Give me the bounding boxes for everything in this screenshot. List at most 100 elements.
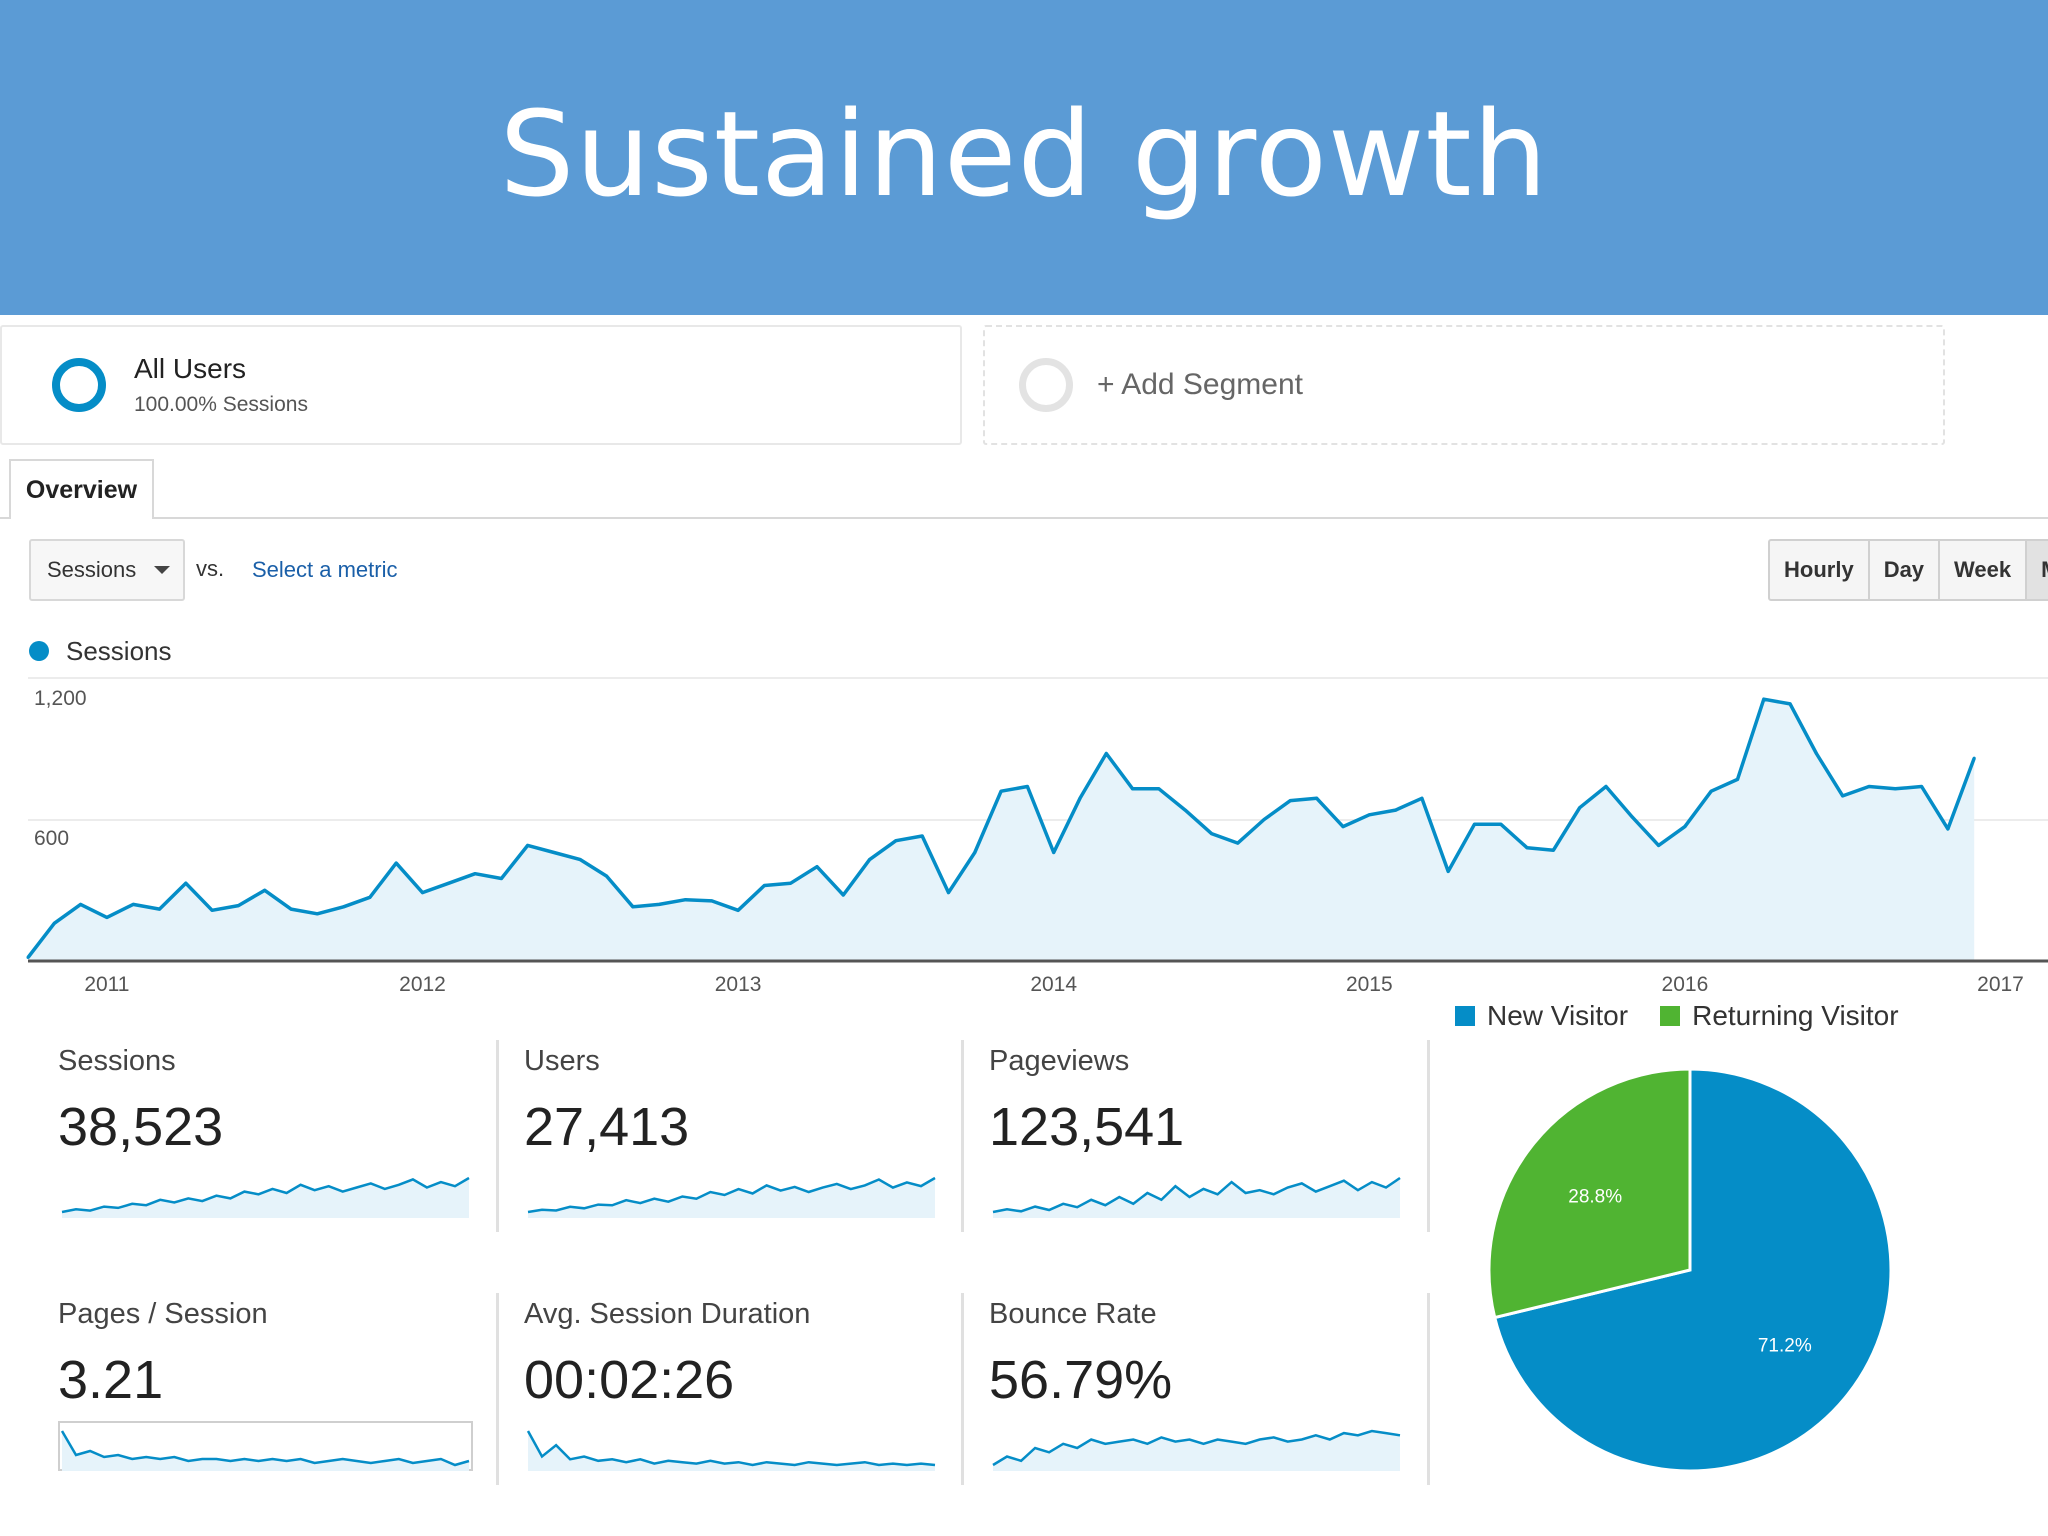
sessions-point xyxy=(1657,843,1661,847)
kpi-label: Bounce Rate xyxy=(989,1298,1157,1330)
sessions-point xyxy=(105,915,109,919)
sessions-point xyxy=(1867,784,1871,788)
slide-title: Sustained growth xyxy=(499,84,1549,223)
x-tick-label: 2013 xyxy=(715,973,762,996)
kpi-divider xyxy=(496,1040,499,1232)
sessions-point xyxy=(1604,784,1608,788)
empty-segment-ring-icon xyxy=(1019,358,1073,412)
kpi-divider xyxy=(961,1293,964,1485)
sessions-point xyxy=(1709,789,1713,793)
sparkline-area xyxy=(62,1431,469,1471)
sessions-area xyxy=(28,699,1975,961)
week-button[interactable]: Week xyxy=(1940,539,2028,601)
sessions-point xyxy=(1762,697,1766,701)
sessions-point xyxy=(1341,825,1345,829)
x-tick-label: 2012 xyxy=(399,973,446,996)
tab-bar-line xyxy=(0,517,2048,519)
sessions-point xyxy=(894,839,898,843)
segment-ring-icon xyxy=(52,358,106,412)
sessions-point xyxy=(841,893,845,897)
sessions-over-time-chart: 1,200 600 2011 2012 2013 2014 2015 2016 2017 xyxy=(26,677,2048,996)
kpi-value: 00:02:26 xyxy=(524,1350,735,1410)
sessions-legend-label: Sessions xyxy=(66,636,172,666)
sessions-point xyxy=(236,904,240,908)
sessions-point xyxy=(684,898,687,902)
sessions-point xyxy=(447,881,451,885)
kpi-divider xyxy=(496,1293,499,1485)
kpi-divider xyxy=(1427,1040,1430,1232)
segment-subtitle: 100.00% Sessions xyxy=(134,393,308,416)
kpi-sessions[interactable]: Sessions 38,523 xyxy=(58,1045,498,1218)
sparkline-area xyxy=(993,1431,1400,1471)
sessions-point xyxy=(1288,799,1292,803)
sessions-point xyxy=(1814,751,1818,755)
hourly-button[interactable]: Hourly xyxy=(1768,539,1870,601)
sessions-point xyxy=(263,888,267,892)
sessions-point xyxy=(473,872,477,876)
visitor-type-pie-chart: 71.2% 28.8% xyxy=(1487,1067,1893,1473)
sessions-point xyxy=(499,876,503,880)
add-segment-button[interactable]: + Add Segment xyxy=(983,325,1945,445)
sessions-point xyxy=(552,851,556,855)
x-tick-label: 2017 xyxy=(1977,973,2024,996)
segment-all-users[interactable]: All Users 100.00% Sessions xyxy=(0,325,962,445)
sessions-point xyxy=(1525,846,1529,850)
sessions-point xyxy=(1683,825,1687,829)
sessions-point xyxy=(158,907,161,911)
kpi-pageviews[interactable]: Pageviews 123,541 xyxy=(989,1045,1429,1218)
y-tick-label: 600 xyxy=(34,827,69,850)
kpi-label: Pageviews xyxy=(989,1045,1130,1077)
sessions-point xyxy=(1236,841,1240,845)
kpi-value: 38,523 xyxy=(58,1097,224,1157)
kpi-pages-per-session[interactable]: Pages / Session 3.21 xyxy=(58,1298,498,1471)
kpi-label: Avg. Session Duration xyxy=(524,1298,811,1330)
sessions-point xyxy=(184,881,188,885)
tab-overview[interactable]: Overview xyxy=(9,459,154,519)
month-button[interactable]: M xyxy=(2027,539,2048,601)
sessions-point xyxy=(815,865,819,869)
sessions-point xyxy=(1972,756,1976,760)
sessions-point xyxy=(710,899,714,903)
sparkline-area xyxy=(528,1178,935,1218)
segment-name: All Users xyxy=(134,353,247,384)
legend-label-new-visitor: New Visitor xyxy=(1487,1000,1629,1031)
sessions-point xyxy=(1052,851,1056,855)
sessions-point xyxy=(1446,869,1450,873)
sessions-legend-dot xyxy=(29,641,49,661)
kpi-users[interactable]: Users 27,413 xyxy=(524,1045,964,1218)
sparkline-line xyxy=(992,1176,1401,1214)
kpi-avg-session-duration[interactable]: Avg. Session Duration 00:02:26 xyxy=(524,1298,964,1471)
day-button[interactable]: Day xyxy=(1869,539,1941,601)
sessions-point xyxy=(1893,787,1897,791)
sessions-point xyxy=(657,902,661,906)
sessions-point xyxy=(868,858,872,862)
kpi-divider xyxy=(961,1040,964,1232)
pie-data-label: 28.8% xyxy=(1568,1187,1622,1208)
sessions-point xyxy=(210,908,214,912)
kpi-sparkline xyxy=(992,1429,1401,1471)
sessions-point xyxy=(289,907,293,911)
sessions-point xyxy=(131,902,135,906)
sparkline-line xyxy=(526,1430,936,1467)
kpi-value: 123,541 xyxy=(989,1097,1185,1157)
sessions-point xyxy=(1499,822,1503,826)
metric-dropdown[interactable]: Sessions xyxy=(29,539,185,601)
sessions-point xyxy=(1078,796,1082,800)
sessions-point xyxy=(1394,808,1398,812)
select-metric-link[interactable]: Select a metric xyxy=(252,557,398,582)
sessions-point xyxy=(1788,702,1792,706)
pie-legend: New Visitor Returning Visitor xyxy=(1455,1000,1899,1032)
sparkline-area xyxy=(993,1178,1400,1218)
sessions-point xyxy=(999,789,1003,793)
sessions-point xyxy=(631,905,635,909)
sessions-point xyxy=(394,861,398,865)
sessions-point xyxy=(605,874,609,878)
pie-slice-new-visitor xyxy=(1492,1067,1893,1473)
sessions-point xyxy=(1473,822,1476,826)
sessions-point xyxy=(1104,751,1108,755)
metric-dropdown-value: Sessions xyxy=(47,557,137,582)
kpi-sparkline xyxy=(527,1176,936,1218)
sessions-point xyxy=(1420,796,1424,800)
kpi-bounce-rate[interactable]: Bounce Rate 56.79% xyxy=(989,1298,1429,1471)
sparkline-line xyxy=(61,1176,470,1214)
